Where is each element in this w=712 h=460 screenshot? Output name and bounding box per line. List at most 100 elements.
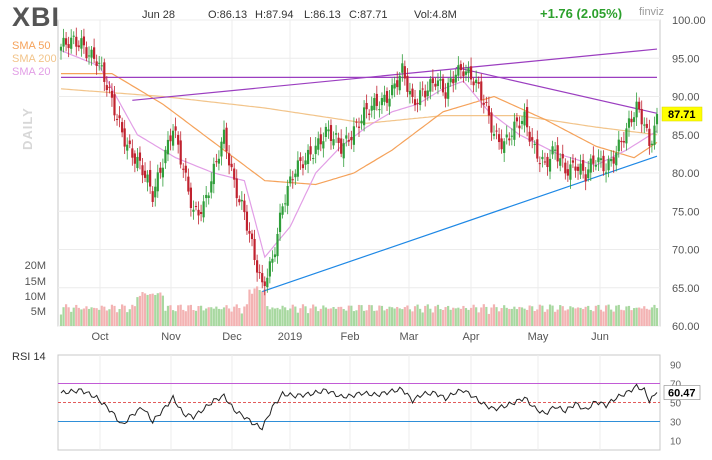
- volume-bar: [115, 312, 119, 326]
- volume-bar: [149, 294, 152, 326]
- volume-bar: [416, 304, 419, 326]
- x-tick-label: May: [528, 331, 549, 343]
- price-change: +1.76 (2.05%): [540, 6, 623, 21]
- volume-tick-label: 5M: [31, 306, 46, 318]
- volume-bar: [266, 306, 269, 326]
- candle-body: [64, 38, 68, 45]
- candle-body: [419, 90, 422, 105]
- candle-body: [294, 173, 297, 178]
- volume-bar: [263, 289, 266, 326]
- candle-body: [194, 206, 198, 208]
- volume-bar: [133, 306, 136, 326]
- candle-body: [375, 93, 378, 106]
- volume-bar: [538, 304, 541, 326]
- candle-body: [434, 83, 437, 87]
- volume-bar: [75, 304, 78, 326]
- volume-bar: [620, 309, 623, 326]
- volume-bar: [500, 308, 503, 326]
- candle-body: [327, 129, 330, 132]
- volume-bar: [617, 304, 620, 326]
- candle-body: [357, 126, 361, 128]
- candle-body: [197, 209, 200, 216]
- candle-body: [156, 172, 159, 192]
- volume-bar: [258, 290, 261, 326]
- volume-bar: [492, 304, 496, 326]
- candle-body: [391, 85, 394, 96]
- volume-bar: [192, 310, 195, 326]
- volume-bar: [62, 307, 65, 326]
- volume-bar: [368, 304, 371, 326]
- candle-body: [258, 272, 261, 274]
- candle-body: [508, 138, 511, 141]
- volume-bar: [541, 305, 544, 326]
- candle-body: [365, 102, 368, 110]
- candle-body: [638, 101, 641, 110]
- candle-body: [263, 281, 266, 287]
- volume-bar: [82, 308, 86, 326]
- candle-body: [597, 157, 600, 163]
- volume-bar: [571, 307, 575, 326]
- volume-bar: [187, 305, 190, 326]
- candle-body: [230, 163, 233, 168]
- volume-bar: [632, 308, 636, 326]
- candle-body: [95, 61, 98, 66]
- candle-body: [322, 141, 325, 149]
- candle-body: [454, 74, 457, 83]
- volume-bar: [245, 304, 249, 326]
- candle-body: [85, 47, 88, 59]
- volume-bar: [388, 306, 391, 326]
- volume-bar: [574, 308, 577, 326]
- volume-bar: [403, 307, 406, 326]
- candle-body: [362, 107, 366, 126]
- volume-bar: [235, 304, 238, 326]
- volume-bar: [220, 309, 223, 326]
- candle-body: [228, 153, 231, 166]
- volume-bar: [64, 304, 68, 326]
- volume-bar: [342, 309, 345, 326]
- volume-bar: [650, 307, 654, 326]
- volume-bar: [469, 307, 473, 326]
- candle-body: [314, 145, 317, 155]
- volume-bar: [556, 309, 559, 326]
- volume-bar: [271, 307, 274, 326]
- candle-body: [403, 66, 406, 79]
- quote-high: H:87.94: [255, 9, 294, 21]
- volume-bar: [625, 306, 628, 326]
- volume-bar: [299, 308, 302, 326]
- candle-body: [604, 172, 608, 174]
- volume-bar: [490, 307, 493, 326]
- volume-bar: [429, 308, 432, 326]
- trendline: [262, 155, 658, 293]
- volume-bar: [589, 309, 592, 326]
- candle-body: [413, 99, 417, 105]
- volume-bar: [439, 309, 442, 326]
- volume-bar: [312, 304, 315, 326]
- volume-bar: [421, 312, 424, 326]
- volume-bar: [655, 308, 659, 326]
- volume-bar: [564, 310, 567, 326]
- volume-bar: [304, 306, 307, 326]
- candle-body: [480, 81, 483, 101]
- candle-body: [345, 135, 348, 139]
- volume-bar: [273, 308, 277, 326]
- volume-bar: [340, 306, 343, 326]
- volume-bar: [248, 289, 251, 326]
- candle-body: [182, 168, 185, 170]
- candle-body: [467, 68, 470, 74]
- candle-body: [304, 160, 307, 165]
- candle-body: [424, 90, 427, 98]
- volume-bar: [238, 307, 241, 326]
- volume-bar: [434, 306, 437, 326]
- volume-bar: [528, 305, 531, 326]
- candle-body: [141, 165, 144, 176]
- candle-body: [566, 169, 569, 176]
- volume-bar: [205, 308, 208, 326]
- candle-body: [340, 138, 343, 154]
- candle-body: [128, 140, 131, 145]
- volume-bar: [268, 309, 271, 326]
- rsi-value-tag: [663, 385, 701, 400]
- candle-body: [121, 122, 124, 133]
- volume-bar: [554, 311, 557, 326]
- candle-body: [554, 149, 557, 151]
- candle-body: [584, 174, 587, 182]
